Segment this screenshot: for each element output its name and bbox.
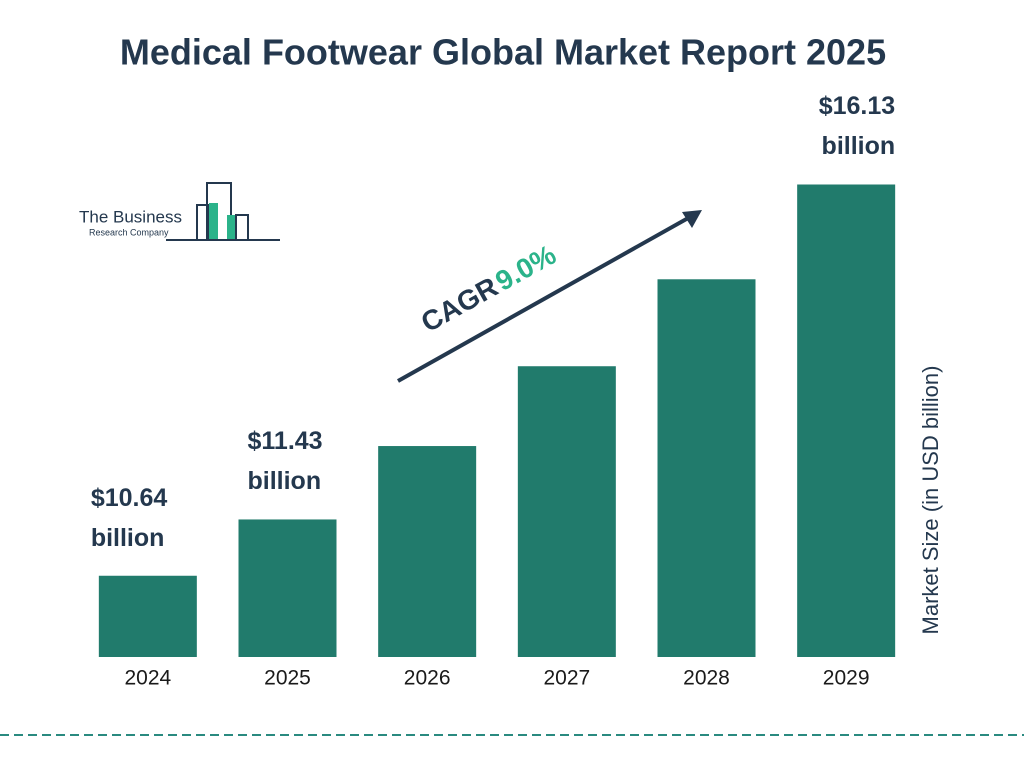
cagr-value: 9.0% xyxy=(490,239,561,297)
y-axis-label: Market Size (in USD billion) xyxy=(918,366,943,635)
logo-shape xyxy=(166,214,280,241)
logo: The Business Research Company xyxy=(79,182,280,241)
x-tick-label: 2028 xyxy=(683,667,730,690)
x-tick-label: 2029 xyxy=(823,667,870,690)
chart-title: Medical Footwear Global Market Report 20… xyxy=(120,32,886,73)
cagr-arrowhead xyxy=(682,210,702,228)
bar xyxy=(797,184,896,657)
bar xyxy=(98,575,197,657)
bar xyxy=(378,446,477,657)
value-label: $16.13 billion xyxy=(818,92,896,161)
bar xyxy=(657,279,756,657)
value-label: $10.64 billion xyxy=(90,483,168,552)
x-tick-label: 2024 xyxy=(124,667,171,690)
logo-text: Research Company xyxy=(89,227,169,237)
logo-shape xyxy=(209,203,218,240)
x-tick-label: 2025 xyxy=(264,667,311,690)
bar xyxy=(517,366,616,657)
cagr-arrow xyxy=(397,215,691,383)
value-label: $11.43 billion xyxy=(247,427,323,496)
logo-text: The Business xyxy=(79,207,182,226)
x-tick-label: 2027 xyxy=(543,667,590,690)
cagr: CAGR 9.0% xyxy=(416,239,561,338)
bar xyxy=(238,519,337,657)
logo-shape xyxy=(227,215,236,240)
x-tick-label: 2026 xyxy=(404,667,451,690)
